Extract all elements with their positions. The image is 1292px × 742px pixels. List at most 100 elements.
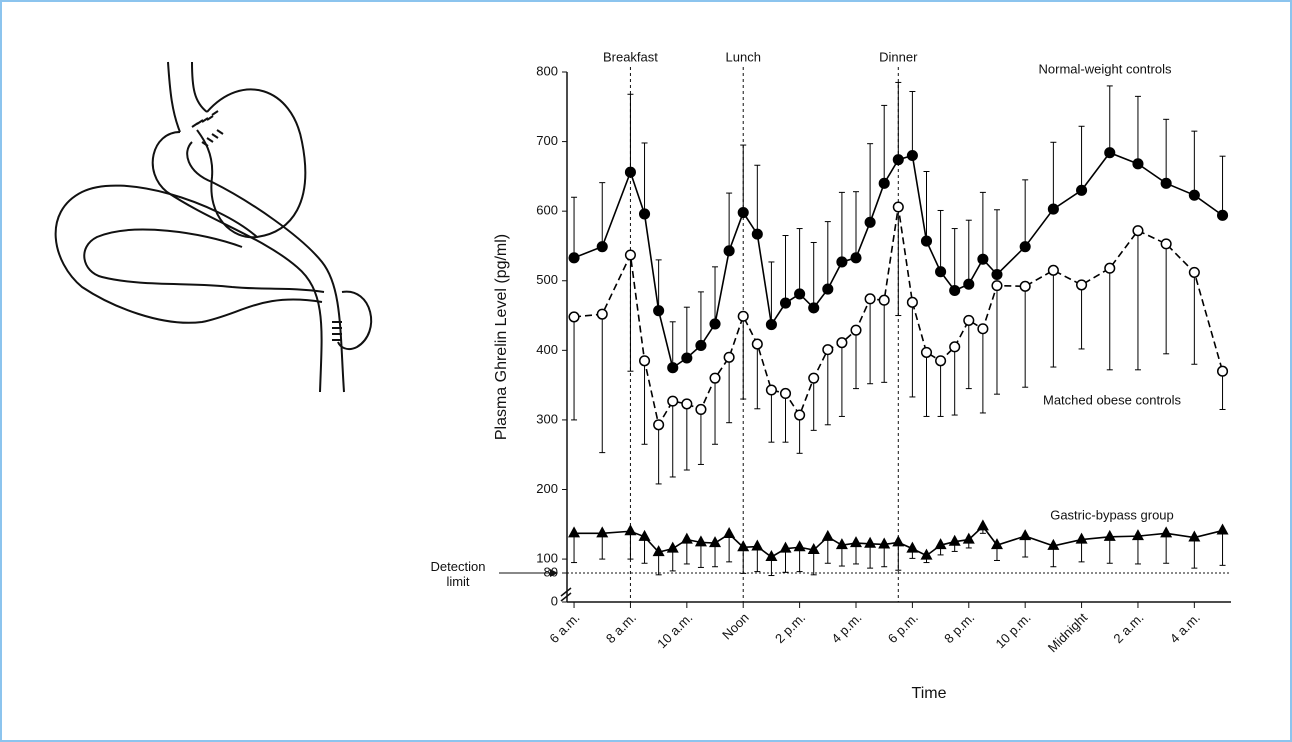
y-tick-label: 500 (536, 272, 558, 287)
error-bar (938, 210, 944, 271)
marker (710, 319, 720, 329)
figure: 0801002003004005006007008006 a.m.8 a.m.1… (2, 2, 1290, 740)
marker (640, 209, 650, 219)
error-bar (698, 409, 704, 464)
error-bar (670, 401, 676, 477)
x-tick-label: 6 a.m. (546, 610, 582, 646)
error-bar (571, 317, 577, 420)
meal-label: Breakfast (603, 49, 658, 64)
marker (1049, 266, 1059, 276)
marker (809, 373, 819, 383)
error-bar (1135, 231, 1141, 370)
marker (964, 316, 974, 326)
marker (709, 536, 721, 547)
error-bar (952, 229, 958, 291)
error-bar (1107, 268, 1113, 370)
error-bar (1135, 536, 1141, 564)
series-label: Matched obese controls (1043, 392, 1182, 407)
marker (1160, 526, 1172, 537)
error-bar (881, 300, 887, 382)
marker (795, 410, 805, 420)
error-bar (980, 329, 986, 413)
error-bar (1079, 126, 1085, 190)
marker (1133, 226, 1143, 236)
marker (893, 155, 903, 165)
y-tick-label: 200 (536, 481, 558, 496)
marker (1218, 211, 1228, 221)
meal-label: Lunch (726, 49, 761, 64)
marker (1077, 185, 1087, 195)
marker (837, 338, 847, 348)
marker (738, 311, 748, 321)
marker (626, 250, 636, 260)
error-bar (1163, 119, 1169, 183)
error-bar (656, 260, 662, 311)
error-bar (1050, 270, 1056, 367)
marker (723, 527, 735, 538)
marker (596, 526, 608, 537)
plot-area: 0801002003004005006007008006 a.m.8 a.m.1… (493, 49, 1231, 702)
error-bar (923, 352, 929, 416)
marker (922, 236, 932, 246)
marker (836, 538, 848, 549)
error-bar (825, 222, 831, 289)
marker (1049, 204, 1059, 214)
y-tick-label: 600 (536, 203, 558, 218)
error-bar (768, 390, 774, 442)
error-bar (656, 425, 662, 484)
error-bar (740, 316, 746, 399)
x-tick-label: 2 p.m. (772, 610, 808, 646)
marker (753, 229, 763, 239)
marker (654, 306, 664, 316)
error-bar (909, 302, 915, 397)
marker (864, 537, 876, 548)
marker (893, 202, 903, 212)
axis-break (561, 588, 571, 601)
y-axis-title: Plasma Ghrelin Level (pg/ml) (493, 234, 510, 440)
marker (936, 356, 946, 366)
error-bar (867, 299, 873, 384)
marker (654, 420, 664, 430)
error-bar (966, 320, 972, 388)
marker (992, 281, 1002, 291)
marker (668, 363, 678, 373)
error-bar (811, 242, 817, 307)
series-label: Normal-weight controls (1039, 61, 1172, 76)
error-bar (1191, 272, 1197, 364)
x-tick-label: 10 a.m. (654, 610, 695, 651)
marker (738, 208, 748, 218)
error-bar (684, 307, 690, 358)
marker (1020, 242, 1030, 252)
error-bar (740, 145, 746, 212)
marker (908, 298, 918, 308)
marker (724, 352, 734, 362)
marker (781, 298, 791, 308)
error-bar (952, 347, 958, 415)
x-tick-label: Noon (719, 610, 752, 643)
error-bar (881, 105, 887, 183)
marker (780, 542, 792, 553)
marker (1104, 530, 1116, 541)
error-bar (1220, 531, 1226, 566)
marker (892, 535, 904, 546)
x-tick-label: 4 p.m. (828, 610, 864, 646)
marker (936, 267, 946, 277)
marker (569, 253, 579, 263)
error-bar (966, 220, 972, 284)
detection-limit-label: Detection limit (422, 559, 494, 589)
error-bar (811, 378, 817, 430)
marker (710, 373, 720, 383)
series-label: Gastric-bypass group (1050, 507, 1174, 522)
error-bar (754, 344, 760, 409)
error-bar (825, 350, 831, 425)
marker (922, 348, 932, 358)
error-bar (627, 531, 633, 559)
error-bar (627, 94, 633, 172)
error-bar (754, 165, 760, 234)
error-bar (1220, 371, 1226, 409)
marker (1218, 366, 1228, 376)
marker (1076, 533, 1088, 544)
marker (1077, 280, 1087, 290)
marker (795, 289, 805, 299)
marker (1019, 529, 1031, 540)
